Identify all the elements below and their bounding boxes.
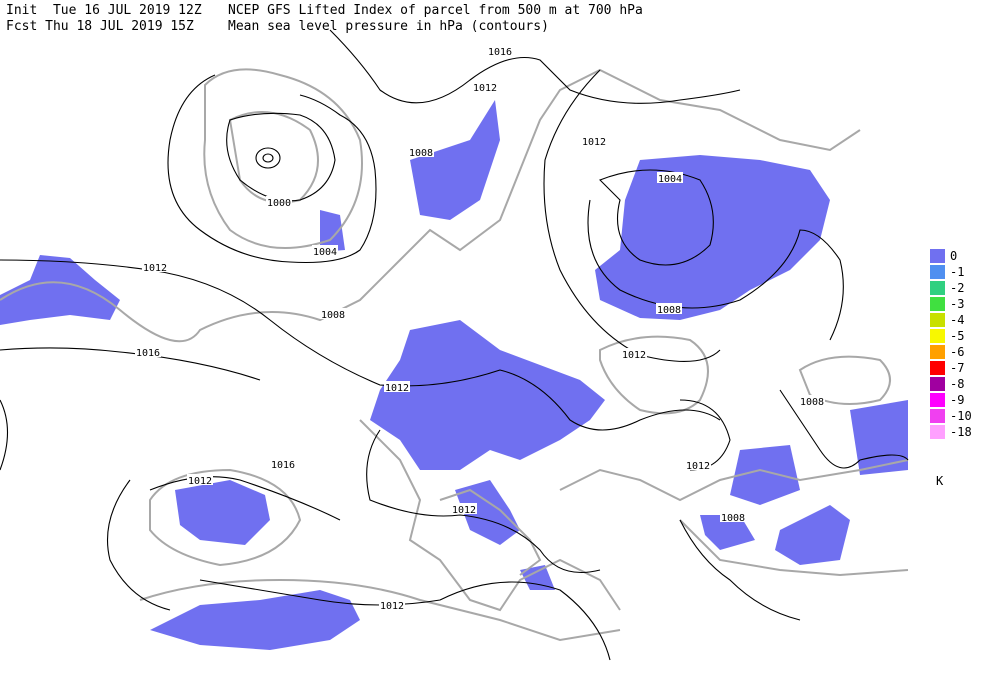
li-areas (0, 100, 908, 650)
legend-label: 0 (950, 249, 957, 263)
legend-label: -2 (950, 281, 964, 295)
contour-label: 1012 (188, 476, 212, 487)
contour-label: 1008 (721, 513, 745, 524)
legend-label: -9 (950, 393, 964, 407)
contour-label: 1016 (488, 47, 512, 58)
legend-label: -6 (950, 345, 964, 359)
run-info: Fcst Thu 18 JUL 2019 15Z (6, 19, 194, 34)
contour-label: 1016 (136, 348, 160, 359)
legend-swatch (930, 249, 945, 263)
contour-label-bg (685, 459, 711, 470)
contour-label: 1008 (657, 305, 681, 316)
run-info: Init Tue 16 JUL 2019 12Z (6, 3, 202, 18)
legend-label: -10 (950, 409, 972, 423)
contour-label-bg (320, 308, 346, 319)
legend-swatch (930, 313, 945, 327)
legend-swatch (930, 409, 945, 423)
contour-label: 1000 (267, 198, 291, 209)
contour-label-bg (487, 45, 513, 56)
legend-unit: K (936, 474, 944, 488)
legend-swatch (930, 329, 945, 343)
contour-label: 1008 (800, 397, 824, 408)
contour-label: 1012 (582, 137, 606, 148)
contour-label-bg (270, 458, 296, 469)
contour-label: 1012 (686, 461, 710, 472)
legend-swatch (930, 297, 945, 311)
contour-label-bg (799, 395, 825, 406)
isobars (0, 29, 909, 661)
contour-label-bg (408, 146, 434, 157)
contour-label-bg (312, 245, 338, 256)
legend-label: -7 (950, 361, 964, 375)
contour-label: 1012 (473, 83, 497, 94)
contour-label: 1012 (143, 263, 167, 274)
legend: 0 -1 -2 -3 -4 -5 -6 -7 -8 -9 -10 -18 (930, 249, 972, 439)
contour-label-bg (657, 172, 683, 183)
legend-label: -5 (950, 329, 964, 343)
legend-swatch (930, 393, 945, 407)
contour-label-bg (720, 511, 746, 522)
contour-label-bg (451, 503, 477, 514)
contour-label-bg (379, 599, 405, 610)
legend-swatch (930, 345, 945, 359)
contour-label-bg (266, 196, 292, 207)
legend-swatch (930, 425, 945, 439)
contour-label: 1004 (313, 247, 337, 258)
legend-swatch (930, 281, 945, 295)
legend-label: -8 (950, 377, 964, 391)
contour-label: 1008 (321, 310, 345, 321)
contour-label: 1008 (409, 148, 433, 159)
contour-label-bg (142, 261, 168, 272)
legend-swatch (930, 361, 945, 375)
contour-label: 1012 (380, 601, 404, 612)
legend-label: -18 (950, 425, 972, 439)
contour-label-bg (187, 474, 213, 485)
coastlines (0, 68, 909, 642)
contour-label-bg (472, 81, 498, 92)
contour-label: 1016 (271, 460, 295, 471)
legend-label: -4 (950, 313, 964, 327)
legend-label: -1 (950, 265, 964, 279)
legend-swatch (930, 265, 945, 279)
contour-label-bg (656, 303, 682, 314)
contour-label-bg (384, 381, 410, 392)
contour-label: 1012 (385, 383, 409, 394)
map-subtitle: Mean sea level pressure in hPa (contours… (228, 19, 549, 34)
legend-swatch (930, 377, 945, 391)
contour-label-bg (621, 348, 647, 359)
contour-label: 1012 (622, 350, 646, 361)
map-title: NCEP GFS Lifted Index of parcel from 500… (228, 3, 643, 18)
contour-label: 1004 (658, 174, 682, 185)
contour-label: 1012 (452, 505, 476, 516)
legend-label: -3 (950, 297, 964, 311)
contour-label-bg (581, 135, 607, 146)
contour-label-bg (135, 346, 161, 357)
contour-labels: 1016 1012 1008 1000 1004 1012 1004 1008 1012 1016… (135, 45, 825, 612)
